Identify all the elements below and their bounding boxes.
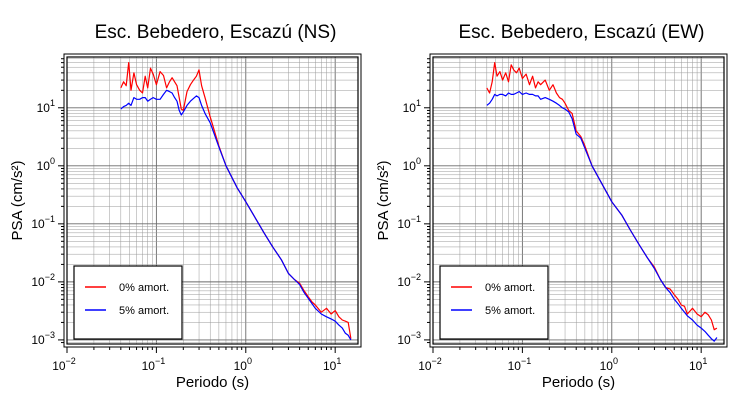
x-tick-label: 10−2 <box>52 356 76 373</box>
series-line <box>486 61 718 331</box>
y-tick-label: 10−1 <box>31 214 55 231</box>
x-tick-label: 100 <box>600 356 618 373</box>
x-axis-label: Periodo (s) <box>542 374 615 391</box>
series-line <box>486 90 718 342</box>
chart-panel: 10−2 10−1 100 101 10−3 10−2 10−1 100 101 Esc. Beb… <box>375 22 728 391</box>
y-tick-label: 10−3 <box>397 330 421 347</box>
x-tick-label: 10−2 <box>418 356 442 373</box>
legend-box <box>73 265 183 340</box>
chart-title: Esc. Bebedero, Escazú (NS) <box>95 22 337 43</box>
x-tick-label: 101 <box>689 356 707 373</box>
chart-panel: 10−2 10−1 100 101 10−3 10−2 10−1 100 101 Esc. Beb… <box>9 22 362 391</box>
plot-frame <box>66 56 359 345</box>
x-tick-label: 10−1 <box>142 356 166 373</box>
legend-label: 5% amort. <box>119 305 169 317</box>
legend: 0% amort. 5% amort. <box>439 265 549 340</box>
legend: 0% amort. 5% amort. <box>73 265 183 340</box>
plot-frame <box>432 56 725 345</box>
chart-title: Esc. Bebedero, Escazú (EW) <box>458 22 704 43</box>
x-tick-label: 101 <box>323 356 341 373</box>
x-axis-label: Periodo (s) <box>176 374 249 391</box>
legend-label: 0% amort. <box>485 282 535 294</box>
y-axis-label: PSA (cm/s²) <box>9 160 26 240</box>
y-tick-label: 10−1 <box>397 214 421 231</box>
plot-frame-outer <box>429 53 728 348</box>
legend-box <box>439 265 549 340</box>
y-tick-label: 100 <box>403 156 421 173</box>
legend-label: 5% amort. <box>485 305 535 317</box>
legend-label: 0% amort. <box>119 282 169 294</box>
series-line <box>120 89 352 341</box>
y-tick-label: 101 <box>403 98 421 115</box>
series-group <box>120 61 352 341</box>
y-tick-label: 10−2 <box>397 272 421 289</box>
y-axis-label: PSA (cm/s²) <box>375 160 392 240</box>
series-line <box>120 61 352 339</box>
y-tick-label: 101 <box>37 98 55 115</box>
series-group <box>486 61 718 342</box>
x-tick-label: 100 <box>234 356 252 373</box>
y-tick-label: 10−3 <box>31 330 55 347</box>
x-tick-label: 10−1 <box>508 356 532 373</box>
y-tick-label: 100 <box>37 156 55 173</box>
plot-frame-outer <box>63 53 362 348</box>
grid <box>432 57 724 344</box>
y-tick-label: 10−2 <box>31 272 55 289</box>
